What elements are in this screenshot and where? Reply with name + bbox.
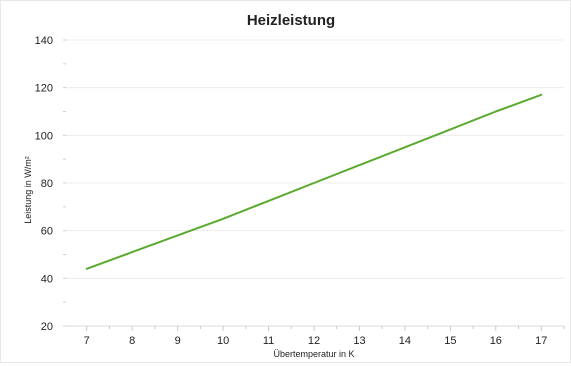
y-axis-title: Leistung in W/m²: [23, 156, 33, 224]
x-tick-label: 9: [175, 335, 181, 347]
y-tick-label: 40: [41, 273, 53, 285]
series-group: [85, 93, 543, 270]
y-tick-label: 140: [35, 35, 53, 47]
x-tick-label: 11: [263, 335, 274, 347]
y-axis-ticks: 20 40 60 80 100 120 140: [35, 35, 53, 333]
x-tick-label: 12: [308, 335, 320, 347]
x-axis-ticks: 7 8 9 10 11 12 13 14 15 16 17: [84, 335, 548, 347]
x-tick-label: 14: [399, 335, 411, 347]
y-tick-label: 100: [35, 130, 53, 142]
x-tick-label: 8: [129, 335, 135, 347]
x-tick-label: 7: [84, 335, 90, 347]
x-tick-label: 16: [490, 335, 502, 347]
x-tick-label: 15: [444, 335, 456, 347]
y-tick-label: 20: [41, 321, 53, 333]
x-tick-label: 17: [535, 335, 547, 347]
x-tick-label: 13: [353, 335, 365, 347]
y-tick-label: 60: [41, 226, 53, 238]
y-tick-label: 80: [41, 178, 53, 190]
x-axis-title: Übertemperatur in K: [273, 349, 354, 359]
y-tick-label: 120: [35, 83, 53, 95]
chart-title: Heizleistung: [247, 12, 335, 29]
grid-lines: [63, 39, 565, 331]
x-tick-label: 10: [217, 335, 229, 347]
series-line: [85, 93, 543, 270]
